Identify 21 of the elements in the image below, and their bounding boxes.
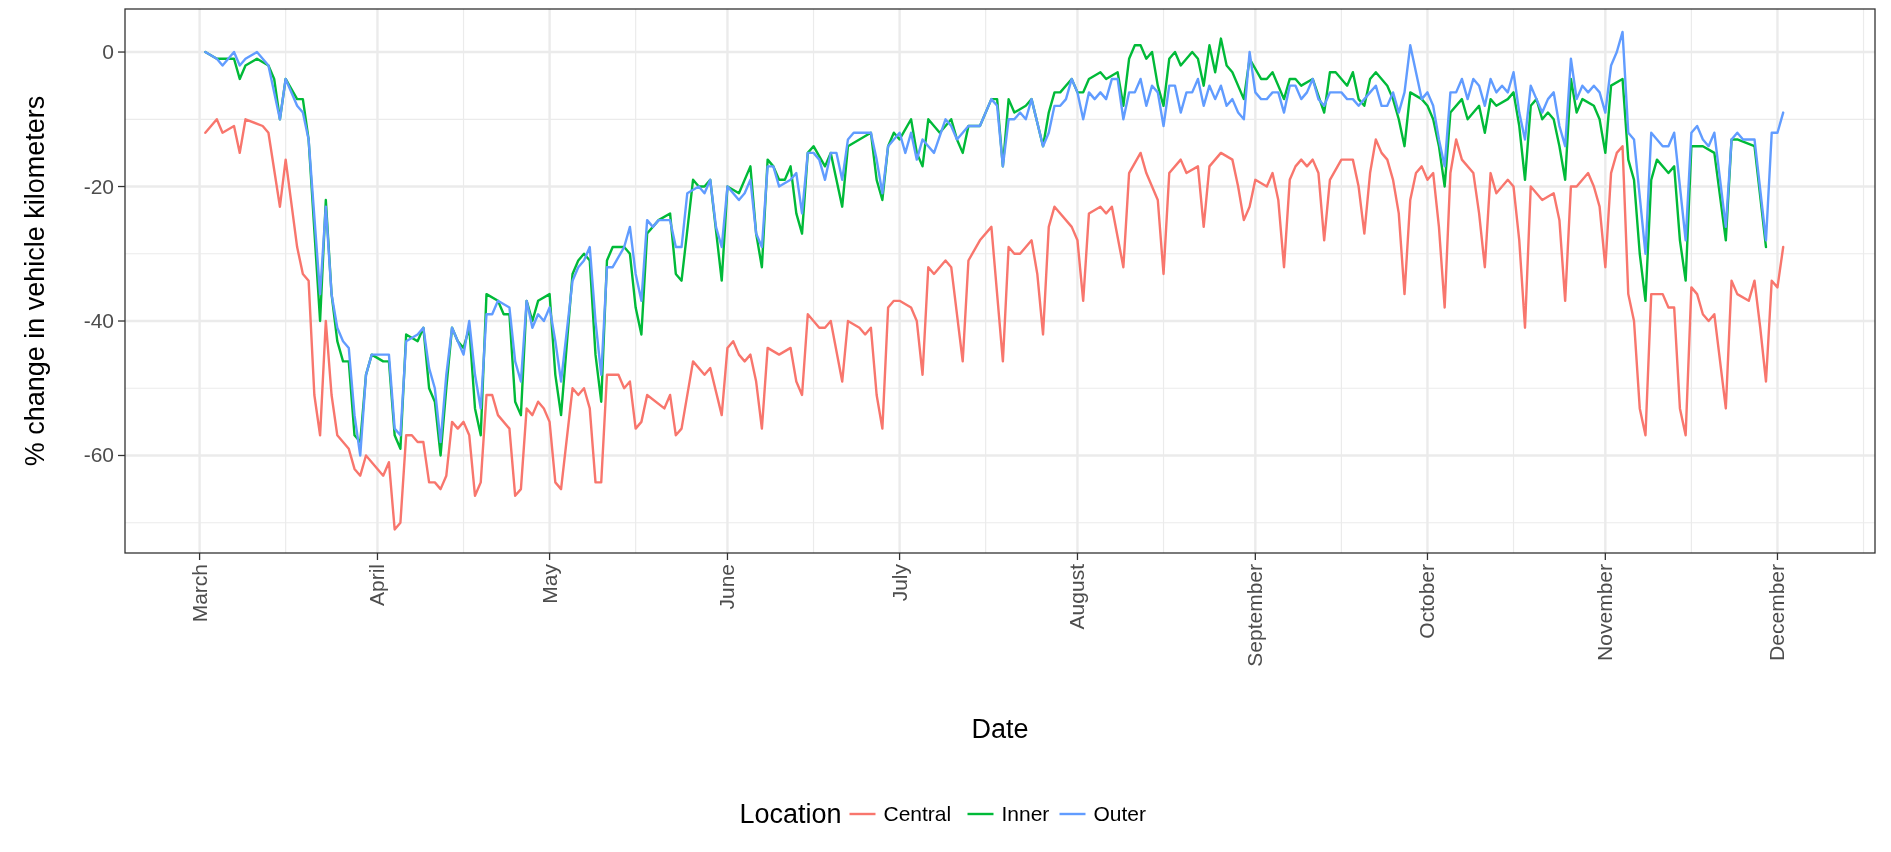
x-tick-label: June xyxy=(715,564,739,610)
x-tick-label: March xyxy=(187,564,211,623)
legend-label: Central xyxy=(883,802,952,825)
x-tick-label: November xyxy=(1593,564,1617,661)
line-series xyxy=(204,118,1785,531)
x-tick-label: August xyxy=(1065,563,1089,630)
x-tick-label: April xyxy=(365,564,389,607)
x-tick-label: May xyxy=(537,563,561,604)
legend-label: Outer xyxy=(1093,802,1147,825)
y-tick-label: -40 xyxy=(83,309,114,333)
x-tick-label: October xyxy=(1415,564,1439,639)
x-axis-title: Date xyxy=(971,714,1029,744)
legend-title: Location xyxy=(739,799,842,829)
x-tick-label: July xyxy=(887,563,911,602)
y-axis-title: % change in vehicle kilometers xyxy=(20,95,50,467)
y-tick-label: -60 xyxy=(83,443,114,467)
x-tick-label: September xyxy=(1243,564,1267,667)
legend-label: Inner xyxy=(1001,802,1050,825)
x-tick-label: December xyxy=(1765,564,1789,661)
y-tick-label: 0 xyxy=(102,40,114,64)
y-tick-label: -20 xyxy=(83,174,114,198)
